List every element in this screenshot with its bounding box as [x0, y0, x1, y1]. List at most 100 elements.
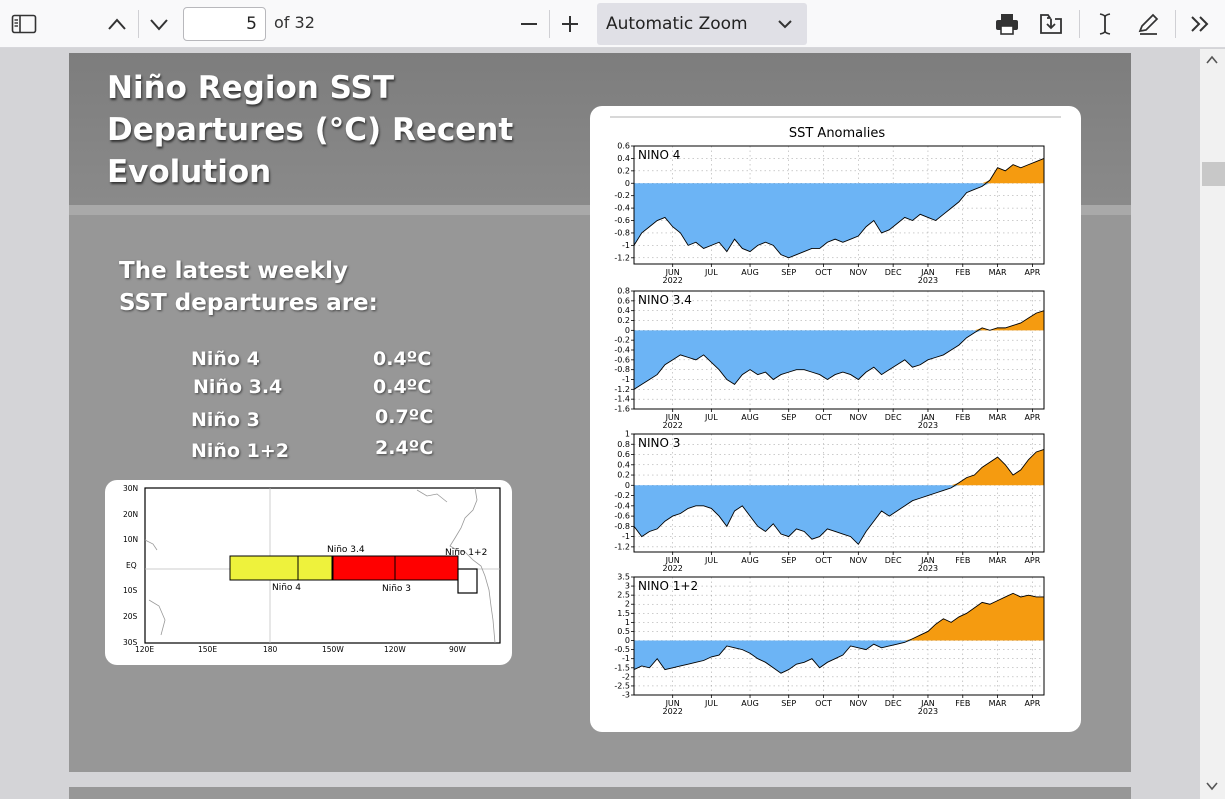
year-label: 2022 [662, 421, 682, 430]
next-page-button[interactable] [143, 9, 175, 39]
month-label: OCT [815, 268, 832, 277]
zoom-in-button[interactable] [556, 9, 584, 39]
month-label: APR [1024, 699, 1040, 708]
month-label: FEB [955, 699, 970, 708]
y-tick-label: 0 [625, 481, 630, 490]
lon-label: 180 [263, 645, 278, 654]
region-value: 2.4ºC [375, 437, 433, 459]
y-tick-label: -0.8 [614, 365, 630, 374]
month-label: DEC [885, 268, 902, 277]
nino34-map-label: Niño 3.4 [327, 545, 365, 555]
intro-text: The latest weekly SST departures are: [119, 255, 378, 319]
y-tick-label: -1 [622, 241, 630, 250]
y-tick-label: -0.4 [614, 204, 630, 213]
month-label: NOV [850, 268, 868, 277]
y-tick-label: 0.2 [617, 316, 630, 325]
y-tick-label: 0.2 [617, 471, 630, 480]
year-label: 2023 [918, 707, 938, 716]
region-name: Niño 4 [191, 348, 260, 370]
toolbar-divider [1079, 10, 1080, 38]
lat-label: EQ [126, 561, 137, 570]
previous-page-button[interactable] [101, 9, 133, 39]
y-tick-label: 0.8 [617, 440, 630, 449]
toolbar-divider [1175, 10, 1176, 38]
region-value: 0.4ºC [373, 348, 431, 370]
slide-title-line: Departures (°C) Recent [107, 109, 527, 151]
y-tick-label: 3.5 [617, 573, 630, 582]
save-button[interactable] [1036, 9, 1066, 39]
sst-panel: 10.80.60.40.20-0.2-0.4-0.6-0.8-1-1.2NINO… [614, 430, 1044, 574]
negative-anomaly-area [634, 485, 1044, 544]
y-tick-label: -1 [622, 532, 630, 541]
scrollbar-thumb[interactable] [1202, 162, 1225, 186]
panel-label: NINO 4 [638, 148, 680, 162]
nino4-region-box [230, 556, 332, 580]
pen-icon [1136, 12, 1160, 36]
year-label: 2022 [662, 564, 682, 573]
y-tick-label: 0.4 [617, 154, 630, 163]
month-label: OCT [815, 556, 832, 565]
print-button[interactable] [992, 9, 1022, 39]
lon-label: 120E [135, 645, 154, 654]
sst-panel: 0.80.60.40.20-0.2-0.4-0.6-0.8-1-1.2-1.4-… [614, 287, 1044, 431]
y-tick-label: -2 [622, 672, 630, 681]
positive-anomaly-area [634, 593, 1044, 640]
y-tick-label: -0.8 [614, 228, 630, 237]
month-label: MAR [989, 268, 1007, 277]
y-tick-label: -1 [622, 654, 630, 663]
month-label: NOV [850, 556, 868, 565]
region-value: 0.4ºC [373, 376, 431, 398]
month-label: AUG [741, 268, 759, 277]
y-tick-label: -1 [622, 375, 630, 384]
page-number-input[interactable] [183, 7, 266, 41]
nino4-map-label: Niño 4 [272, 583, 301, 593]
month-label: OCT [815, 699, 832, 708]
y-tick-label: -3 [622, 691, 630, 700]
y-tick-label: -0.2 [614, 336, 630, 345]
slide-title-line: Niño Region SST [107, 67, 527, 109]
month-label: NOV [850, 699, 868, 708]
month-label: MAR [989, 413, 1007, 422]
y-tick-label: 0.6 [617, 296, 630, 305]
double-chevron-right-icon [1189, 14, 1211, 34]
more-tools-button[interactable] [1185, 9, 1215, 39]
lat-label: 20N [123, 510, 138, 519]
chevron-down-icon [777, 18, 793, 30]
sst-panel: 0.60.40.20-0.2-0.4-0.6-0.8-1-1.2NINO 4JU… [614, 142, 1044, 286]
y-tick-label: 0.2 [617, 166, 630, 175]
year-label: 2023 [918, 421, 938, 430]
month-label: OCT [815, 413, 832, 422]
text-tool-button[interactable] [1090, 9, 1120, 39]
y-tick-label: 0 [625, 179, 630, 188]
month-label: MAR [989, 556, 1007, 565]
y-tick-label: -0.6 [614, 216, 630, 225]
y-tick-label: -0.6 [614, 355, 630, 364]
y-tick-label: 0.4 [617, 306, 630, 315]
y-tick-label: -0.8 [614, 522, 630, 531]
y-tick-label: -0.2 [614, 191, 630, 200]
chevron-down-icon [149, 17, 169, 31]
y-tick-label: 0 [625, 326, 630, 335]
draw-tool-button[interactable] [1133, 9, 1163, 39]
zoom-out-button[interactable] [515, 9, 543, 39]
y-tick-label: -0.2 [614, 491, 630, 500]
y-tick-label: -0.6 [614, 512, 630, 521]
pdf-toolbar: of 32 Automatic Zoom [0, 0, 1225, 48]
y-tick-label: 0.6 [617, 142, 630, 151]
sidebar-toggle-button[interactable] [8, 9, 40, 39]
month-label: SEP [781, 556, 796, 565]
lat-label: 30N [123, 484, 138, 493]
nino34-east-box [333, 556, 395, 580]
region-name: Niño 1+2 [191, 440, 289, 462]
month-label: JUL [704, 413, 718, 422]
nino3-map-label: Niño 3 [382, 584, 411, 594]
month-label: MAR [989, 699, 1007, 708]
y-tick-label: -0.5 [614, 645, 630, 654]
zoom-select[interactable]: Automatic Zoom [597, 3, 807, 45]
minus-icon [519, 14, 539, 34]
y-tick-label: 1 [625, 430, 630, 439]
region-name: Niño 3.4 [193, 376, 282, 398]
nino-regions-map-card: 30N 20N 10N EQ 10S 20S 30S 120E 150E 180… [105, 480, 512, 665]
y-tick-label: 1 [625, 618, 630, 627]
pdf-page-slide: Niño Region SST Departures (°C) Recent E… [69, 53, 1131, 772]
